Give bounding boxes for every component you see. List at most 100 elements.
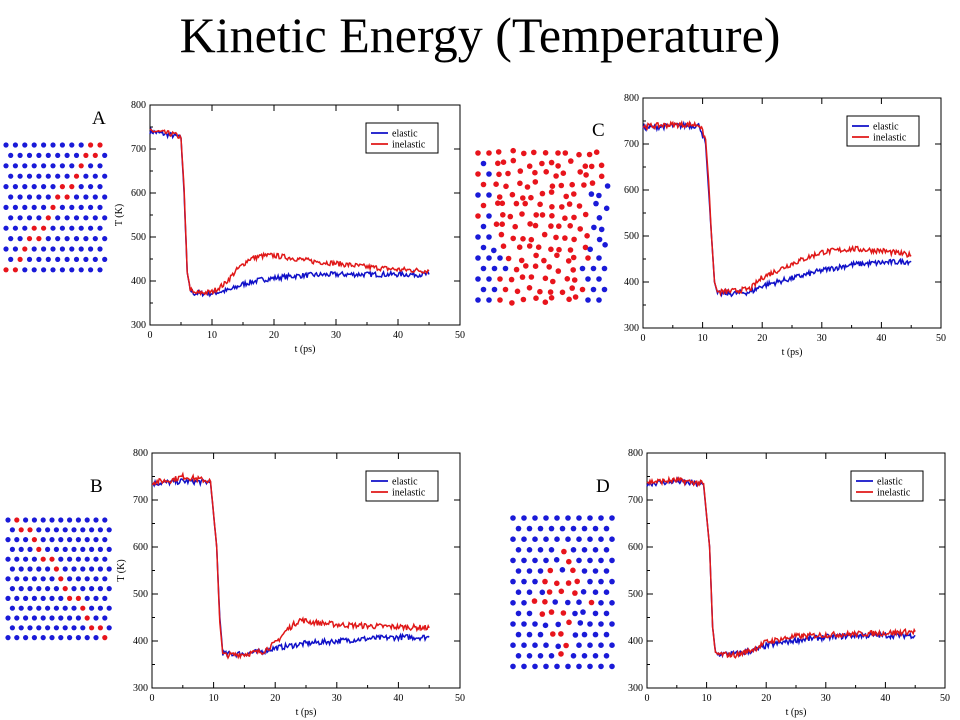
atom-dot <box>571 277 578 283</box>
atom-dot <box>58 537 64 543</box>
atom-dot <box>102 537 108 543</box>
atom-dot <box>23 537 29 543</box>
atom-dot <box>84 537 90 543</box>
atom-dot <box>556 246 562 253</box>
atom-dot <box>528 194 534 201</box>
atom-dot <box>92 256 98 262</box>
atom-dot <box>598 642 604 648</box>
atom-dot <box>539 190 546 197</box>
atom-dot <box>579 265 586 272</box>
x-tick-label: 10 <box>207 330 217 341</box>
atom-dot <box>571 236 577 243</box>
atom-dot <box>49 595 55 601</box>
atom-dot <box>73 194 80 200</box>
atom-dot <box>41 246 47 252</box>
atom-dot <box>88 225 94 231</box>
atom-dot <box>510 663 516 670</box>
atom-dot <box>9 605 15 611</box>
atom-dot <box>542 275 549 282</box>
atom-dot <box>12 184 18 190</box>
atom-dot <box>486 213 492 219</box>
atom-dot <box>587 515 593 521</box>
series-line-inelastic <box>149 128 430 297</box>
atom-dot <box>508 276 515 283</box>
atom-dot <box>45 152 51 158</box>
x-tick-label: 0 <box>150 693 155 704</box>
atom-dot <box>75 595 81 601</box>
atom-dot <box>598 557 604 564</box>
atom-dot <box>5 595 11 601</box>
atom-dot <box>553 234 559 241</box>
atom-dot <box>548 189 555 195</box>
x-tick-label: 40 <box>393 330 403 341</box>
atom-dot <box>567 247 574 253</box>
atom-dot <box>31 556 37 562</box>
atom-dot <box>88 184 94 190</box>
atom-dot <box>9 527 15 533</box>
atom-dot <box>31 615 37 621</box>
atom-dot <box>532 621 538 627</box>
atom-dot <box>521 663 527 670</box>
atom-dot <box>576 663 582 670</box>
y-tick-label: 500 <box>628 589 643 600</box>
atom-dot <box>75 615 81 621</box>
atom-dot <box>491 286 498 293</box>
atom-dot <box>520 236 526 242</box>
atom-dot <box>5 615 11 621</box>
atom-dot <box>92 152 98 158</box>
atom-dot <box>523 263 529 269</box>
atom-dot <box>592 653 599 659</box>
atom-dot <box>527 221 533 227</box>
atom-dot <box>572 610 578 617</box>
atom-dot <box>45 194 51 200</box>
atom-dot <box>537 201 543 208</box>
atom-dot <box>12 225 18 231</box>
atom-dot <box>549 183 556 189</box>
atom-dot <box>519 274 526 280</box>
atom-dot <box>521 557 527 564</box>
atom-dot <box>581 547 588 553</box>
atom-dot <box>515 589 522 595</box>
atom-dot <box>570 567 576 574</box>
atom-dot <box>31 595 37 601</box>
atom-dot <box>53 586 60 592</box>
atom-dot <box>532 222 539 229</box>
atom-dot <box>93 595 99 601</box>
atom-dot <box>89 527 95 533</box>
atom-dot <box>97 267 103 273</box>
atom-dot <box>550 631 556 637</box>
atom-dot <box>548 547 555 553</box>
atom-dot <box>84 517 90 523</box>
y-tick-label: 600 <box>624 185 639 196</box>
atom-dot <box>50 267 56 273</box>
atom-dot <box>93 576 99 582</box>
atom-dot <box>510 536 516 542</box>
y-axis-label: T (K) <box>114 204 125 226</box>
atom-dot <box>517 168 524 174</box>
atom-dot <box>526 525 533 532</box>
atom-dot <box>64 173 70 179</box>
atom-dot <box>588 191 595 197</box>
x-tick-label: 30 <box>821 693 831 704</box>
atom-dot <box>546 589 553 595</box>
atom-dot <box>495 200 501 206</box>
atom-dot <box>585 255 591 261</box>
y-tick-label: 300 <box>624 323 639 334</box>
atom-dot <box>510 600 516 606</box>
atom-dot <box>547 567 554 574</box>
series-line-elastic <box>646 476 916 659</box>
atom-dot <box>563 642 569 649</box>
atom-dot <box>533 295 539 301</box>
atom-dot <box>593 149 600 155</box>
atom-dot <box>588 163 595 170</box>
atom-dot <box>486 171 492 177</box>
atom-dot <box>12 163 18 169</box>
series-line-elastic <box>151 476 430 659</box>
atom-dot <box>480 265 487 272</box>
atom-dot <box>18 625 24 631</box>
atom-dot <box>8 194 14 200</box>
atom-dot <box>17 194 23 200</box>
atom-dot <box>543 557 549 564</box>
atom-dot <box>541 257 547 264</box>
atom-dot <box>88 142 94 148</box>
